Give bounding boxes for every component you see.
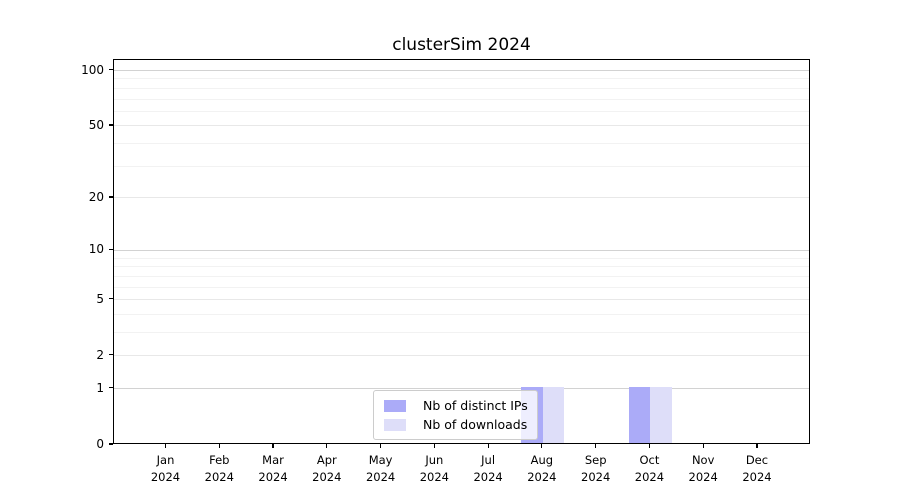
x-tick-mark — [272, 444, 274, 448]
x-tick-mark — [541, 444, 543, 448]
y-tick-label: 5 — [96, 291, 104, 306]
x-tick-mark — [756, 444, 758, 448]
x-tick-label-apr: Apr 2024 — [295, 452, 359, 485]
y-tick-mark — [109, 354, 113, 356]
x-tick-month: Jul — [481, 453, 496, 467]
minor-gridline — [114, 275, 809, 277]
minor-gridline — [114, 257, 809, 259]
x-tick-year: 2024 — [419, 469, 449, 484]
minor-gridline — [114, 266, 809, 268]
x-tick-label-may: May 2024 — [349, 452, 413, 485]
x-tick-mark — [487, 444, 489, 448]
x-tick-label-oct: Oct 2024 — [617, 452, 681, 485]
x-tick-year: 2024 — [688, 469, 718, 484]
minor-gridline — [114, 143, 809, 145]
minor-gridline — [114, 332, 809, 334]
x-tick-month: Jan — [156, 453, 175, 467]
x-tick-month: Mar — [262, 453, 284, 467]
legend-label-distinct-ips: Nb of distinct IPs — [423, 398, 528, 413]
minor-gridline — [114, 98, 809, 100]
bar-downloads-aug — [542, 386, 565, 443]
x-tick-mark — [595, 444, 597, 448]
x-tick-mark — [164, 444, 167, 448]
x-tick-label-jul: Jul 2024 — [456, 452, 520, 485]
x-tick-label-feb: Feb 2024 — [187, 452, 251, 485]
y-tick-mark — [109, 248, 113, 251]
y-tick-label: 10 — [88, 242, 104, 257]
major-gridline — [114, 388, 809, 390]
x-tick-year: 2024 — [312, 469, 342, 484]
major-gridline — [114, 249, 809, 251]
x-tick-year: 2024 — [204, 469, 234, 484]
legend-swatch-downloads — [384, 418, 406, 431]
x-tick-mark — [648, 444, 651, 448]
plot-area: Nb of distinct IPs Nb of downloads — [113, 59, 810, 444]
x-tick-year: 2024 — [258, 469, 288, 484]
legend-entry-downloads: Nb of downloads — [384, 415, 528, 434]
x-tick-year: 2024 — [365, 469, 396, 484]
y-tick-mark — [109, 196, 113, 198]
minor-gridline — [114, 313, 809, 315]
x-tick-mark — [326, 444, 328, 448]
minor-gridline — [114, 87, 809, 89]
x-tick-mark — [433, 444, 435, 448]
mid-gridline — [114, 299, 809, 301]
bar-distinct-ips-oct — [628, 386, 651, 443]
x-tick-label-sep: Sep 2024 — [564, 452, 628, 485]
y-tick-mark — [109, 68, 113, 71]
y-tick-mark — [109, 387, 113, 389]
x-tick-mark — [218, 444, 220, 448]
legend-swatch-distinct-ips — [384, 399, 406, 412]
x-tick-month: May — [368, 453, 393, 467]
bar-downloads-oct — [650, 386, 672, 443]
x-tick-month: Apr — [316, 453, 337, 467]
x-tick-mark — [379, 444, 382, 448]
x-tick-month: Feb — [209, 453, 230, 467]
y-tick-label: 2 — [96, 347, 104, 362]
minor-gridline — [114, 78, 809, 80]
mid-gridline — [114, 197, 809, 199]
x-tick-label-mar: Mar 2024 — [241, 452, 305, 485]
x-tick-year: 2024 — [581, 469, 611, 484]
y-tick-mark — [109, 298, 113, 300]
minor-gridline — [114, 165, 809, 167]
mid-gridline — [114, 125, 809, 127]
y-tick-label: 0 — [96, 437, 104, 451]
x-tick-month: Nov — [691, 453, 715, 467]
legend-label-downloads: Nb of downloads — [423, 417, 528, 432]
legend-entry-distinct-ips: Nb of distinct IPs — [384, 396, 528, 415]
x-tick-month: Jun — [425, 453, 444, 467]
x-tick-label-dec: Dec 2024 — [725, 452, 789, 485]
x-tick-month: Dec — [745, 453, 769, 467]
x-tick-month: Sep — [584, 453, 607, 467]
x-tick-year: 2024 — [527, 469, 557, 484]
chart-title: clusterSim 2024 — [392, 35, 531, 55]
y-tick-label: 20 — [88, 189, 104, 204]
x-tick-label-aug: Aug 2024 — [510, 452, 574, 485]
x-tick-year: 2024 — [634, 469, 665, 484]
x-tick-year: 2024 — [150, 469, 181, 484]
mid-gridline — [114, 355, 809, 357]
y-tick-label: 50 — [88, 117, 104, 132]
x-tick-year: 2024 — [742, 469, 772, 484]
minor-gridline — [114, 110, 809, 112]
y-tick-label: 100 — [81, 62, 104, 77]
y-tick-label: 1 — [96, 380, 104, 395]
x-tick-year: 2024 — [473, 469, 503, 484]
x-tick-label-jan: Jan 2024 — [134, 452, 198, 485]
minor-gridline — [114, 286, 809, 288]
major-gridline — [114, 70, 809, 72]
x-tick-label-nov: Nov 2024 — [671, 452, 735, 485]
legend: Nb of distinct IPs Nb of downloads — [373, 390, 538, 440]
y-tick-mark — [109, 443, 113, 445]
x-tick-label-jun: Jun 2024 — [402, 452, 466, 485]
x-tick-month: Aug — [530, 453, 554, 467]
x-tick-mark — [702, 444, 704, 448]
x-tick-month: Oct — [639, 453, 660, 467]
y-tick-mark — [109, 124, 113, 126]
